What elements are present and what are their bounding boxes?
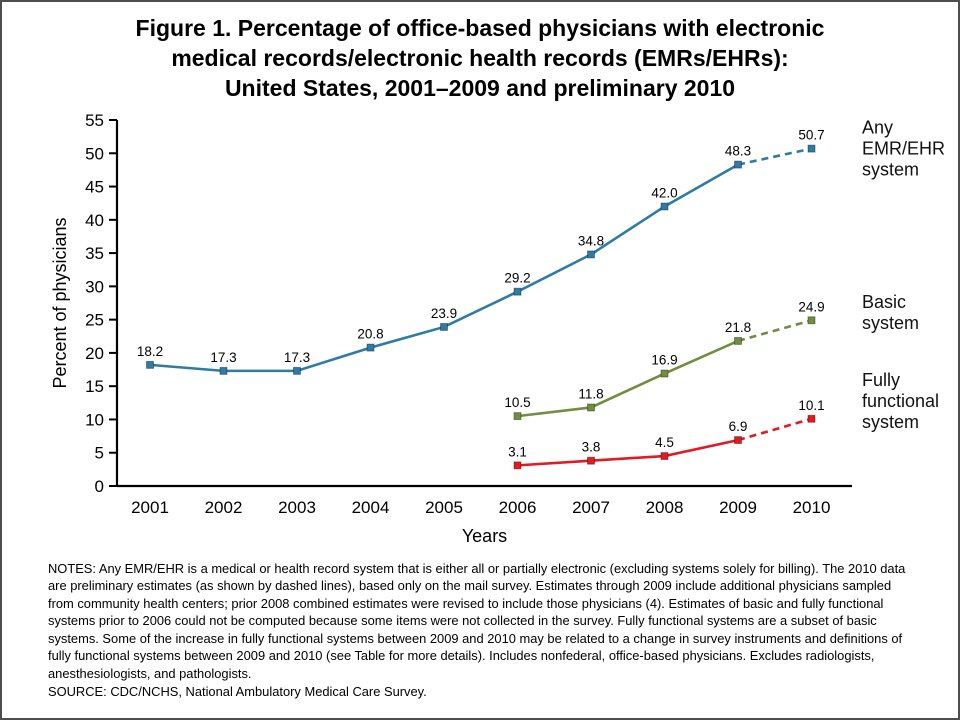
y-tick-label: 50: [85, 144, 104, 163]
x-axis-title: Years: [462, 526, 507, 546]
data-value-label: 34.8: [578, 233, 604, 248]
data-point-marker: [734, 160, 742, 169]
series-label: Fully: [862, 369, 900, 389]
data-value-label: 23.9: [431, 306, 457, 321]
data-value-label: 20.8: [357, 326, 383, 341]
data-value-label: 11.8: [578, 386, 603, 401]
x-tick-label: 2010: [793, 498, 831, 517]
series-label: EMR/EHR: [862, 138, 945, 158]
data-point-marker: [146, 360, 154, 369]
data-value-label: 18.2: [137, 344, 163, 359]
data-point-marker: [293, 366, 301, 375]
data-value-label: 3.8: [582, 439, 601, 454]
series-label: Basic: [862, 291, 906, 311]
x-tick-label: 2007: [572, 498, 610, 517]
y-tick-label: 45: [85, 177, 104, 196]
data-value-label: 24.9: [798, 299, 824, 314]
x-tick-label: 2009: [719, 498, 757, 517]
series-label: system: [862, 159, 919, 179]
y-tick-label: 20: [85, 344, 104, 363]
data-point-marker: [513, 461, 522, 470]
y-tick-label: 0: [95, 477, 104, 496]
data-point-marker: [807, 414, 816, 423]
series-label: functional: [862, 390, 939, 410]
data-value-label: 10.5: [504, 395, 530, 410]
y-tick-label: 55: [85, 111, 104, 130]
data-value-label: 42.0: [651, 185, 677, 200]
data-value-label: 29.2: [504, 270, 530, 285]
series-line-dashed: [737, 417, 812, 442]
figure-title: Figure 1. Percentage of office-based phy…: [2, 14, 958, 104]
y-tick-label: 40: [85, 210, 104, 229]
x-tick-label: 2006: [499, 498, 537, 517]
series-any-emr-ehr-system: 18.2 17.3 17.3 20.8 23.9 29.2 34.8 42.0 48.3 50.7…: [137, 117, 945, 375]
data-value-label: 3.1: [508, 444, 527, 459]
data-value-label: 6.9: [729, 419, 748, 434]
notes-block: NOTES: Any EMR/EHR is a medical or healt…: [48, 560, 912, 700]
data-point-marker: [366, 343, 375, 352]
data-value-label: 17.3: [284, 350, 310, 365]
data-point-marker: [513, 287, 522, 296]
x-tick-label: 2005: [425, 498, 463, 517]
data-point-marker: [807, 144, 816, 153]
data-value-label: 10.1: [798, 397, 824, 412]
data-value-label: 21.8: [725, 320, 751, 335]
data-point-marker: [660, 451, 669, 460]
y-tick-label: 5: [95, 443, 104, 462]
y-tick-label: 30: [85, 277, 104, 296]
notes-text: NOTES: Any EMR/EHR is a medical or healt…: [48, 560, 906, 681]
x-tick-label: 2001: [131, 498, 169, 517]
data-point-marker: [734, 435, 742, 444]
line-chart: 0 5 10 15 20 25 30 35 40 45 50 55 2001 2002 2003 2004 20…: [50, 111, 945, 546]
x-tick-label: 2004: [352, 498, 390, 517]
data-value-label: 4.5: [655, 435, 674, 450]
data-point-marker: [513, 411, 522, 420]
data-point-marker: [587, 250, 595, 259]
y-tick-label: 15: [85, 377, 104, 396]
series-label: system: [862, 411, 919, 431]
x-tick-label: 2008: [646, 498, 684, 517]
y-tick-label: 35: [85, 244, 104, 263]
figure-title-line-2: medical records/electronic health record…: [171, 44, 789, 71]
data-point-marker: [440, 322, 448, 331]
series-line-solid: [517, 438, 739, 467]
data-value-label: 16.9: [651, 352, 677, 367]
x-tick-label: 2002: [205, 498, 243, 517]
data-point-marker: [734, 336, 742, 345]
data-point-marker: [660, 369, 669, 378]
data-point-marker: [807, 315, 816, 324]
y-tick-label: 10: [85, 410, 104, 429]
data-value-label: 50.7: [798, 127, 824, 142]
series-line-solid: [149, 163, 739, 372]
data-point-marker: [219, 366, 228, 375]
series-label: system: [862, 312, 919, 332]
data-point-marker: [587, 403, 595, 412]
data-point-marker: [587, 456, 595, 465]
figure-title-line-3: United States, 2001–2009 and preliminary…: [224, 74, 736, 101]
y-axis-title: Percent of physicians: [50, 217, 70, 388]
source-text: SOURCE: CDC/NCHS, National Ambulatory Me…: [48, 683, 427, 699]
data-point-marker: [660, 202, 669, 211]
series-line-dashed: [737, 147, 812, 166]
data-value-label: 17.3: [210, 350, 236, 365]
series-line-dashed: [737, 318, 812, 342]
figure-title-line-1: Figure 1. Percentage of office-based phy…: [135, 15, 825, 41]
x-tick-label: 2003: [278, 498, 316, 517]
data-value-label: 48.3: [725, 143, 751, 158]
y-tick-label: 25: [85, 310, 104, 329]
series-line-solid: [517, 339, 739, 418]
series-label: Any: [862, 117, 893, 137]
